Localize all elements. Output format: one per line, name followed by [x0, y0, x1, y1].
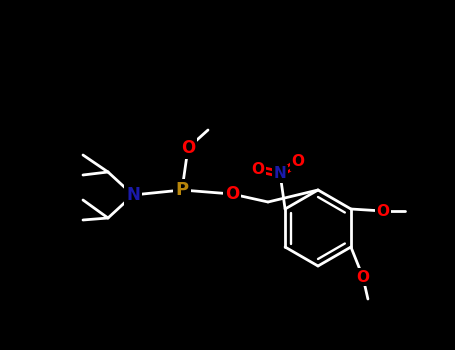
Text: O: O — [225, 185, 239, 203]
Text: O: O — [181, 139, 195, 157]
Text: N: N — [126, 186, 140, 204]
Text: P: P — [176, 181, 188, 199]
Text: O: O — [252, 161, 265, 176]
Text: O: O — [356, 270, 369, 285]
Text: O: O — [292, 154, 304, 169]
Text: N: N — [274, 167, 287, 182]
Text: O: O — [376, 203, 389, 218]
